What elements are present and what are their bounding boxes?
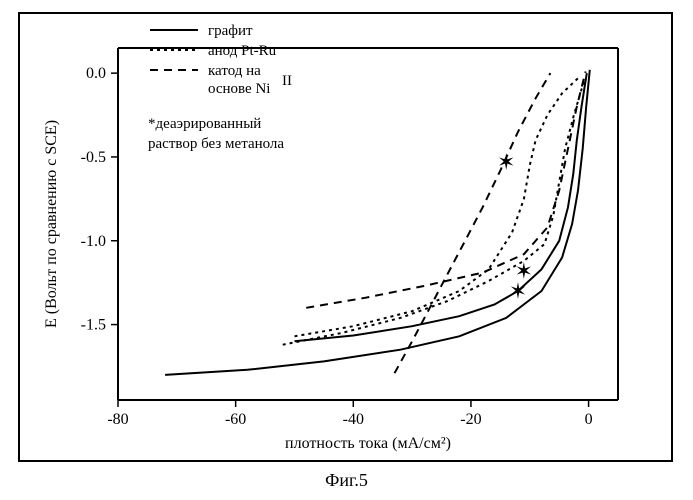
legend-superscript: II xyxy=(282,73,292,89)
y-tick-label: 0.0 xyxy=(86,65,106,82)
series-ptru-upper xyxy=(295,77,580,337)
y-tick-label: -1.0 xyxy=(81,233,106,250)
legend-label: анод Pt-Ru xyxy=(208,43,277,59)
x-tick-label: -60 xyxy=(225,411,246,428)
y-tick-label: -0.5 xyxy=(81,149,106,166)
legend-label: графит xyxy=(208,23,253,39)
x-tick-label: -80 xyxy=(107,411,128,428)
chart-svg: -80-60-40-2000.0-0.5-1.0-1.5 ✶✶✶ графита… xyxy=(0,0,693,500)
series-graphite-upper xyxy=(295,73,587,341)
x-tick-label: -20 xyxy=(460,411,481,428)
x-tick-label: 0 xyxy=(585,411,593,428)
legend-label: катод на xyxy=(208,63,261,79)
series-ptru-lower xyxy=(283,82,584,345)
series-ni-steep xyxy=(395,73,551,373)
figure-caption: Фиг.5 xyxy=(0,470,693,491)
y-axis-title: E (Вольт по сравнению с SCE) xyxy=(43,120,60,328)
chart-note: раствор без метанола xyxy=(148,136,284,152)
star-marker: ✶ xyxy=(497,149,515,174)
y-tick-label: -1.5 xyxy=(81,317,106,334)
x-axis-title: плотность тока (мА/см²) xyxy=(285,435,451,452)
chart-note: *деаэрированный xyxy=(148,116,261,132)
series-ni-flat xyxy=(306,72,585,308)
x-tick-label: -40 xyxy=(343,411,364,428)
legend-label: основе Ni xyxy=(208,81,270,97)
star-marker: ✶ xyxy=(509,279,527,304)
